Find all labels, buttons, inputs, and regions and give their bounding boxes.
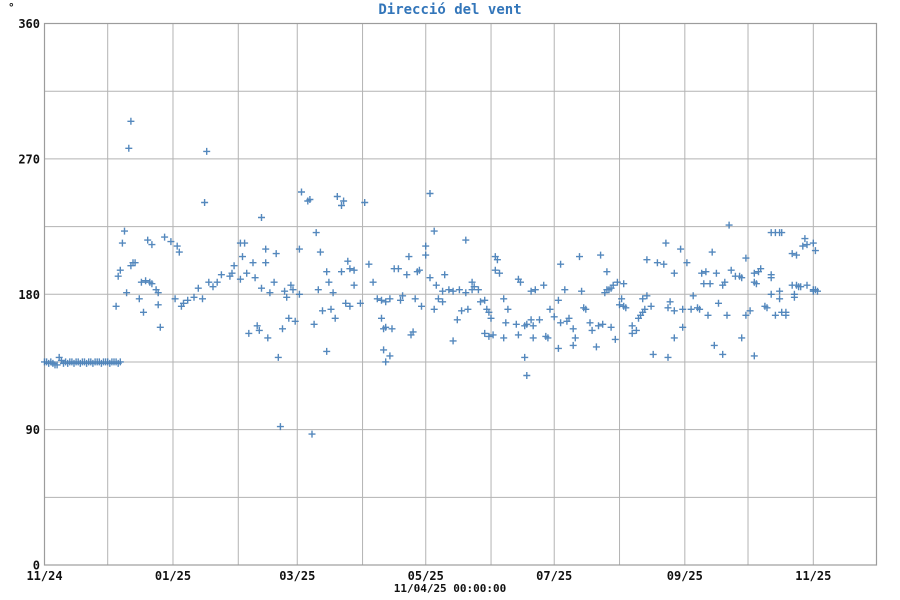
axis-tick-labels: 0 90 180 270 360 11/24 01/25 03/25 05/25 07/25 09/… [18, 17, 831, 583]
gridlines [44, 23, 877, 566]
y-tick-label: 0 [33, 559, 40, 573]
x-tick-label: 03/25 [279, 569, 315, 583]
y-tick-label: 360 [18, 17, 40, 31]
x-tick-label: 01/25 [155, 569, 191, 583]
y-axis-unit-label: ° [8, 1, 15, 14]
y-tick-label: 270 [18, 152, 40, 166]
chart-title: Direcció del vent [378, 2, 522, 18]
y-tick-label: 180 [18, 288, 40, 302]
x-tick-label: 11/25 [795, 569, 831, 583]
x-tick-label: 07/25 [536, 569, 572, 583]
x-tick-label: 09/25 [667, 569, 703, 583]
y-tick-label: 90 [26, 423, 40, 437]
x-tick-label: 05/25 [408, 569, 444, 583]
timestamp-caption: 11/04/25 00:00:00 [393, 582, 507, 595]
x-tick-label: 11/24 [26, 569, 62, 583]
plot-frame [43, 22, 878, 566]
scatter-points [41, 117, 821, 438]
